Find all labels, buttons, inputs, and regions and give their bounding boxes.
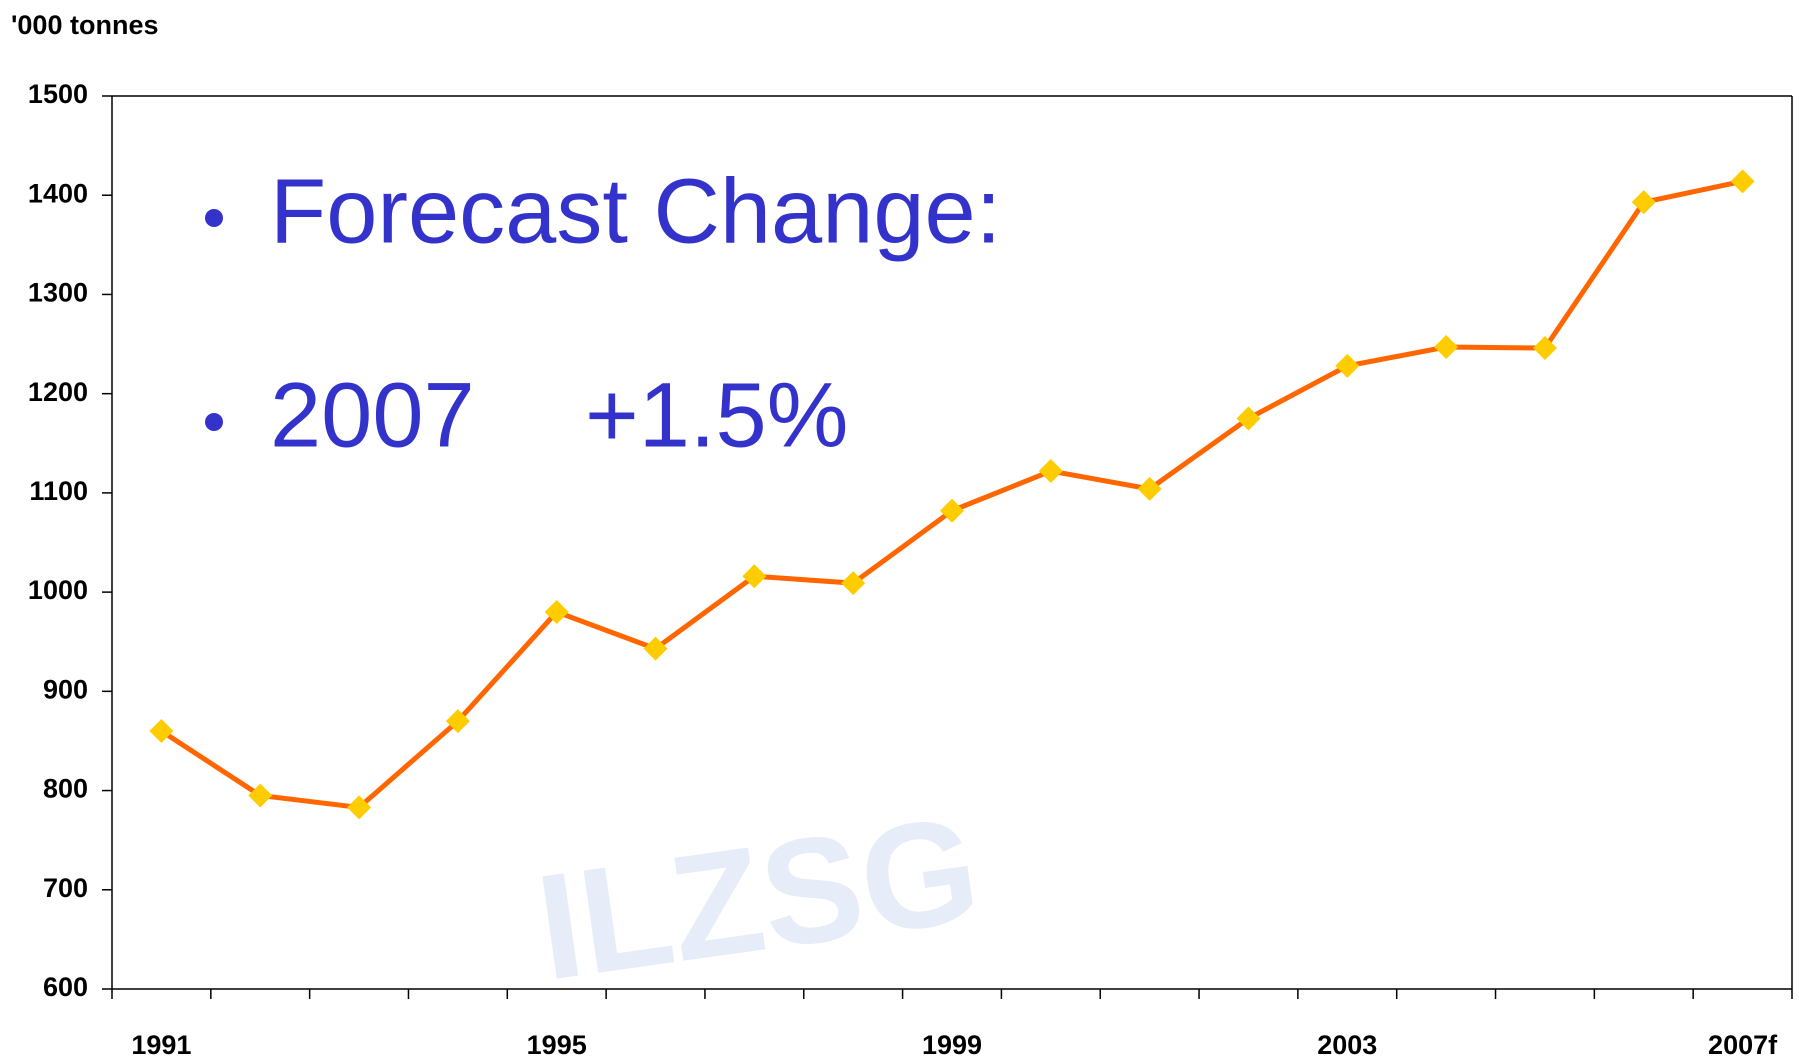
watermark: ILZSG	[528, 784, 989, 1012]
marker	[544, 599, 569, 624]
marker	[445, 709, 470, 734]
marker	[1236, 406, 1261, 431]
y-tick-label: 700	[43, 873, 88, 903]
marker	[742, 564, 767, 589]
y-tick-label: 1100	[29, 476, 88, 506]
marker	[347, 795, 372, 820]
marker	[1038, 459, 1063, 484]
y-tick-label: 1000	[28, 575, 88, 605]
marker	[940, 498, 964, 523]
annotation: +1.5%	[585, 364, 848, 466]
marker	[149, 719, 174, 744]
x-tick-label: 1991	[131, 1030, 191, 1060]
marker	[841, 571, 866, 596]
marker	[1335, 353, 1360, 378]
x-tick-label: 1995	[527, 1030, 587, 1060]
marker	[1434, 335, 1459, 360]
bullet	[205, 413, 223, 431]
y-tick-label: 900	[43, 674, 88, 704]
y-tick-label: 600	[43, 972, 88, 1002]
marker	[1532, 336, 1557, 361]
y-tick-label: 1400	[28, 178, 88, 208]
marker	[643, 636, 668, 661]
annotation: Forecast Change:	[270, 160, 1001, 262]
series-line	[160, 178, 1744, 811]
y-tick-label: 800	[43, 774, 88, 804]
x-tick-label: 2007f	[1708, 1030, 1778, 1060]
bullet	[205, 209, 223, 227]
x-tick-label: 2003	[1317, 1030, 1377, 1060]
y-tick-label: 1200	[28, 377, 88, 407]
annotation: 2007	[270, 364, 475, 466]
marker	[1137, 476, 1162, 501]
x-tick-label: 1999	[922, 1030, 982, 1060]
y-tick-label: 1300	[28, 278, 88, 308]
marker	[1730, 169, 1755, 194]
y-axis-label: '000 tonnes	[11, 10, 158, 40]
y-tick-label: 1500	[28, 79, 88, 109]
marker	[248, 783, 273, 808]
marker	[1631, 190, 1656, 215]
